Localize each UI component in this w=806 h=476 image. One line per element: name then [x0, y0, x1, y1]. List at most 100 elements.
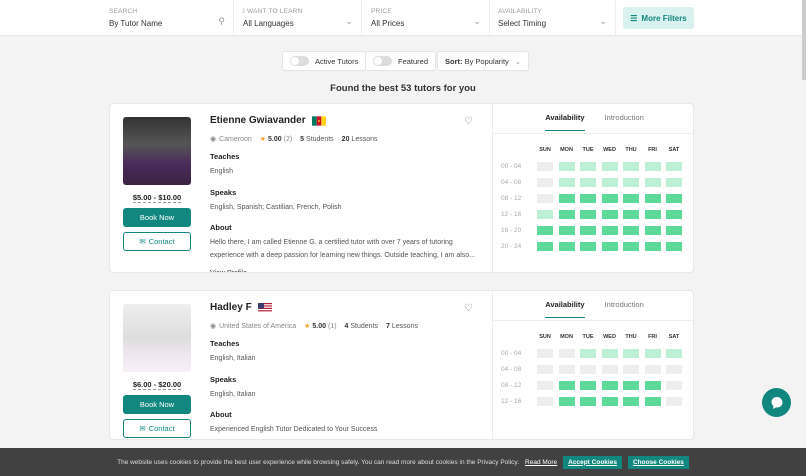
availability-cell: [623, 225, 639, 235]
price-range: $5.00 - $10.00: [123, 193, 191, 203]
contact-label: Contact: [148, 237, 175, 246]
search-input[interactable]: By Tutor Name: [109, 19, 163, 28]
students-label: Students: [306, 135, 334, 143]
availability-row: 04 - 08: [501, 174, 688, 190]
availability-cell: [644, 161, 661, 171]
tutor-card: $5.00 - $10.00 Book Now ✉ Contact Etienne…: [109, 103, 694, 273]
day-header: THU: [625, 334, 637, 340]
learn-select[interactable]: I WANT TO LEARN All Languages ⌄: [234, 0, 362, 36]
availability-cell: [537, 364, 553, 374]
availability-cell: [666, 396, 682, 406]
availability-cell: [580, 348, 596, 358]
book-now-button[interactable]: Book Now: [123, 395, 191, 414]
country: Cameroon: [219, 135, 252, 143]
day-header: FRI: [648, 147, 657, 153]
search-field[interactable]: SEARCH By Tutor Name ⚲: [100, 0, 234, 36]
availability-row: 16 - 20: [501, 222, 688, 238]
availability-cell: [558, 161, 575, 171]
sort-select[interactable]: Sort: By Popularity ⌄: [437, 51, 530, 71]
sliders-icon: ☰: [630, 13, 638, 23]
availability-cell: [644, 241, 661, 251]
availability-cell: [623, 396, 639, 406]
tutor-name[interactable]: Etienne Gwiavander: [210, 115, 306, 126]
availability-cell: [623, 177, 639, 187]
availability-cell: [644, 380, 661, 390]
lessons-label: Lessons: [391, 322, 418, 330]
availability-cell: [558, 177, 575, 187]
lessons-count: 7: [386, 322, 390, 330]
active-tutors-toggle[interactable]: Active Tutors: [282, 51, 367, 71]
tab-availability[interactable]: Availability: [545, 113, 585, 131]
review-count: (2): [283, 136, 293, 143]
tutor-photo[interactable]: [123, 304, 191, 372]
choose-cookies-button[interactable]: Choose Cookies: [627, 455, 689, 469]
availability-cell: [666, 241, 682, 251]
availability-row: 12 - 16: [501, 206, 688, 222]
availability-cell: [580, 161, 596, 171]
availability-cell: [644, 193, 661, 203]
availability-row: 04 - 08: [501, 361, 688, 377]
students-count: 5: [300, 135, 305, 143]
speaks-value: English, Spanish; Castilian, French, Pol…: [210, 203, 342, 211]
learn-label: I WANT TO LEARN: [243, 8, 303, 15]
tutor-photo[interactable]: [123, 117, 191, 185]
heart-icon[interactable]: ♡: [464, 303, 473, 314]
book-now-button[interactable]: Book Now: [123, 208, 191, 227]
availability-select[interactable]: AVAILABILITY Select Timing ⌄: [489, 0, 616, 36]
scrollbar[interactable]: [802, 0, 806, 80]
sort-label: Sort:: [445, 56, 463, 66]
availability-cell: [558, 364, 575, 374]
availability-cell: [623, 209, 639, 219]
tutor-name[interactable]: Hadley F: [210, 302, 252, 313]
availability-grid: SUN MON TUE WED THU FRI SAT 00 - 04 04 - 08 08 - …: [501, 142, 688, 254]
about-text: Experienced English Tutor Dedicated to Y…: [210, 426, 378, 433]
slot-label: 08 - 12: [501, 381, 522, 389]
about-text: Hello there, I am called Etienne G. a ce…: [210, 239, 475, 259]
availability-cell: [666, 348, 682, 358]
heart-icon[interactable]: ♡: [464, 116, 473, 127]
learn-value[interactable]: All Languages: [243, 19, 294, 28]
featured-toggle[interactable]: Featured: [365, 51, 437, 71]
tutor-card: $6.00 - $20.00 Book Now ✉ Contact Hadley …: [109, 290, 694, 440]
availability-cell: [644, 225, 661, 235]
read-more-link[interactable]: Read More: [525, 458, 558, 466]
price-value[interactable]: All Prices: [371, 19, 405, 28]
accept-cookies-button[interactable]: Accept Cookies: [563, 455, 622, 469]
day-header: WED: [603, 147, 616, 153]
availability-cell: [623, 348, 639, 358]
contact-button[interactable]: ✉ Contact: [123, 419, 191, 438]
usa-flag-icon: [257, 302, 272, 313]
day-header: WED: [603, 334, 616, 340]
toggle-switch[interactable]: [290, 56, 309, 66]
availability-row: 00 - 04: [501, 158, 688, 174]
tab-availability[interactable]: Availability: [545, 300, 585, 318]
availability-cell: [537, 177, 553, 187]
availability-cell: [580, 380, 596, 390]
availability-row: 12 - 16: [501, 393, 688, 409]
day-header: SUN: [539, 334, 551, 340]
slot-label: 00 - 04: [501, 162, 522, 170]
teaches-value: English: [210, 168, 233, 175]
chat-button[interactable]: [762, 388, 791, 417]
tab-introduction[interactable]: Introduction: [604, 300, 644, 309]
contact-button[interactable]: ✉ Contact: [123, 232, 191, 251]
chevron-down-icon: ⌄: [514, 56, 522, 66]
lessons-label: Lessons: [351, 135, 378, 143]
toggle-switch[interactable]: [373, 56, 392, 66]
search-icon[interactable]: ⚲: [218, 16, 225, 26]
availability-cell: [558, 348, 575, 358]
lessons-count: 20: [341, 135, 350, 143]
location-pin-icon: ◉: [210, 136, 217, 143]
tab-introduction[interactable]: Introduction: [604, 113, 644, 122]
availability-cell: [623, 193, 639, 203]
more-filters-button[interactable]: ☰ More Filters: [623, 7, 694, 29]
view-profile-link[interactable]: View Profile: [210, 270, 247, 272]
availability-value[interactable]: Select Timing: [498, 19, 547, 28]
price-select[interactable]: PRICE All Prices ⌄: [362, 0, 490, 36]
availability-cell: [644, 209, 661, 219]
availability-cell: [537, 225, 553, 235]
star-icon: ★: [304, 323, 311, 330]
availability-panel: Availability Introduction SUN MON TUE WED THU…: [492, 291, 693, 439]
speaks-heading: Speaks: [210, 187, 237, 197]
availability-cell: [558, 225, 575, 235]
